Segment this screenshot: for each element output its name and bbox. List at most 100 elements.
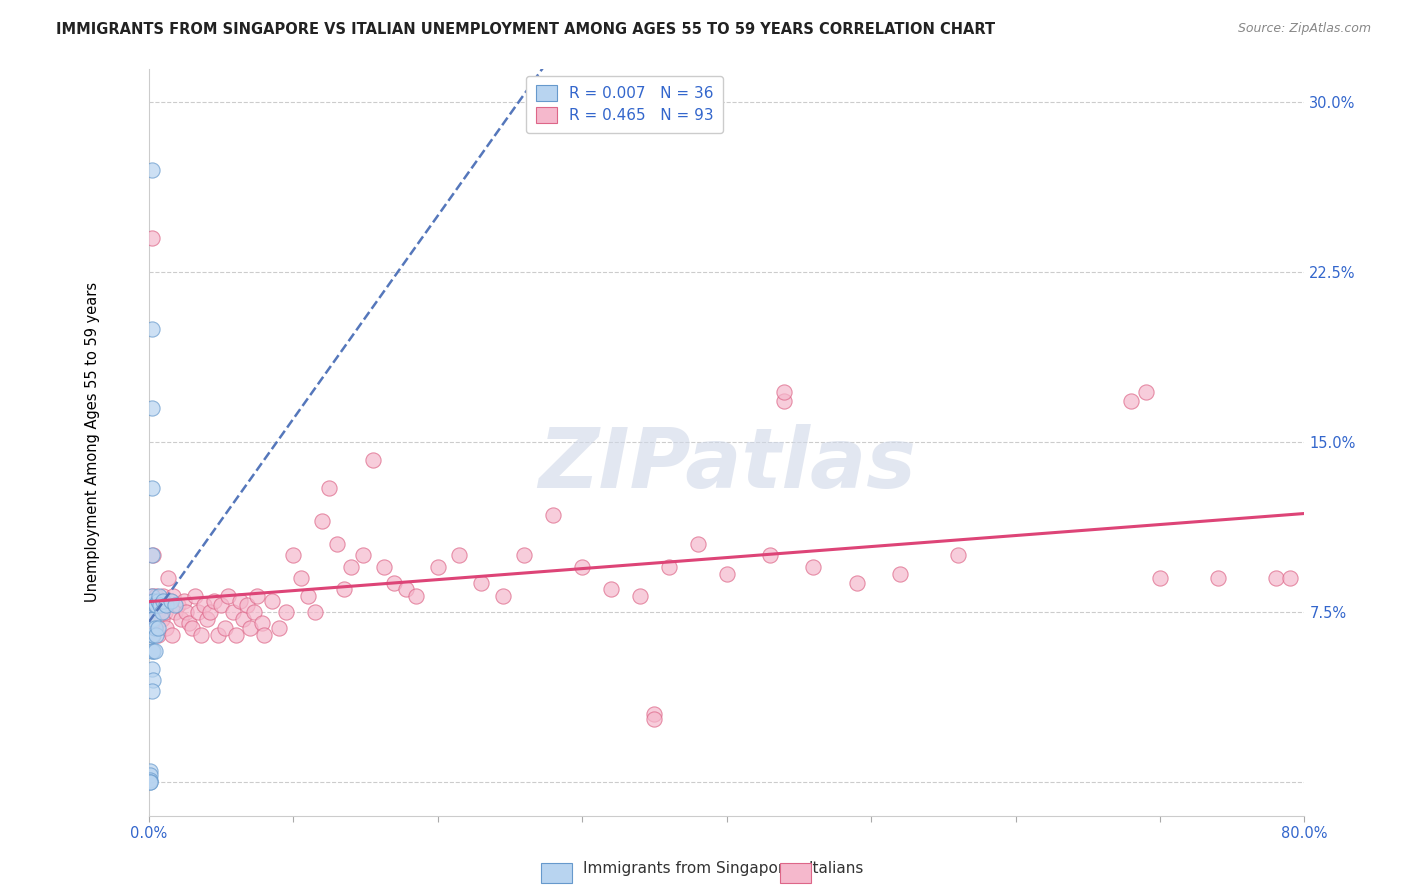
Point: [163, 605, 186, 619]
Point: [141, 643, 163, 657]
Point: [153, 605, 176, 619]
Point: [395, 582, 418, 597]
Point: [173, 593, 195, 607]
Point: [373, 559, 395, 574]
Point: [179, 616, 201, 631]
Point: [156, 571, 179, 585]
Text: IMMIGRANTS FROM SINGAPORE VS ITALIAN UNEMPLOYMENT AMONG AGES 55 TO 59 YEARS CORR: IMMIGRANTS FROM SINGAPORE VS ITALIAN UNE…: [56, 22, 995, 37]
Point: [146, 605, 169, 619]
Point: [600, 582, 623, 597]
Point: [759, 549, 782, 563]
Point: [142, 628, 165, 642]
Point: [845, 575, 868, 590]
Point: [243, 605, 266, 619]
Point: [142, 612, 165, 626]
Point: [352, 549, 374, 563]
Point: [145, 589, 167, 603]
Point: [198, 605, 221, 619]
Point: [239, 621, 262, 635]
Point: [139, 768, 162, 782]
Point: [253, 628, 276, 642]
Point: [260, 593, 283, 607]
Point: [1121, 394, 1143, 409]
Text: Immigrants from Singapore: Immigrants from Singapore: [583, 861, 794, 876]
Point: [142, 673, 165, 687]
Point: [159, 593, 181, 607]
Point: [207, 628, 229, 642]
Point: [686, 537, 709, 551]
Point: [773, 385, 796, 400]
Text: Source: ZipAtlas.com: Source: ZipAtlas.com: [1237, 22, 1371, 36]
Point: [889, 566, 911, 581]
Point: [145, 599, 167, 613]
Legend: R = 0.007   N = 36, R = 0.465   N = 93: R = 0.007 N = 36, R = 0.465 N = 93: [526, 76, 723, 133]
Point: [628, 589, 651, 603]
Point: [214, 621, 236, 635]
Point: [160, 628, 183, 642]
Point: [139, 764, 162, 778]
Text: Italians: Italians: [808, 861, 863, 876]
Point: [150, 612, 173, 626]
Point: [162, 589, 184, 603]
Point: [236, 599, 259, 613]
Point: [195, 612, 218, 626]
Point: [176, 605, 198, 619]
Point: [143, 599, 166, 613]
Point: [1279, 571, 1302, 585]
Point: [141, 163, 163, 178]
Point: [148, 589, 170, 603]
Point: [283, 549, 305, 563]
Point: [155, 599, 177, 613]
Point: [166, 599, 188, 613]
Point: [145, 616, 167, 631]
Point: [142, 643, 165, 657]
Point: [141, 481, 163, 495]
Point: [361, 453, 384, 467]
Point: [571, 559, 593, 574]
Point: [170, 612, 193, 626]
Point: [267, 621, 290, 635]
Point: [141, 628, 163, 642]
Point: [139, 775, 162, 789]
Text: ZIPatlas: ZIPatlas: [537, 424, 915, 505]
Point: [146, 628, 169, 642]
Point: [290, 571, 312, 585]
Point: [229, 593, 252, 607]
Point: [193, 599, 215, 613]
Point: [187, 605, 209, 619]
Point: [202, 593, 225, 607]
Point: [152, 593, 174, 607]
Point: [152, 589, 174, 603]
Point: [190, 628, 212, 642]
Point: [141, 662, 163, 676]
Point: [143, 612, 166, 626]
Point: [658, 559, 681, 574]
Point: [232, 612, 254, 626]
Point: [142, 549, 165, 563]
Point: [250, 616, 273, 631]
Point: [1206, 571, 1229, 585]
Point: [470, 575, 492, 590]
Point: [146, 593, 169, 607]
Point: [141, 589, 163, 603]
Y-axis label: Unemployment Among Ages 55 to 59 years: Unemployment Among Ages 55 to 59 years: [86, 282, 100, 602]
Point: [225, 628, 247, 642]
Point: [340, 559, 363, 574]
Point: [141, 549, 163, 563]
Point: [946, 549, 969, 563]
Point: [145, 628, 167, 642]
Point: [643, 712, 665, 726]
Point: [141, 612, 163, 626]
Point: [181, 621, 204, 635]
Point: [159, 593, 181, 607]
Point: [141, 599, 163, 613]
Point: [643, 706, 665, 721]
Point: [141, 401, 163, 416]
Point: [143, 621, 166, 635]
Point: [150, 605, 173, 619]
Point: [304, 605, 326, 619]
Point: [139, 593, 162, 607]
Point: [142, 605, 165, 619]
Point: [221, 605, 243, 619]
Point: [142, 621, 165, 635]
